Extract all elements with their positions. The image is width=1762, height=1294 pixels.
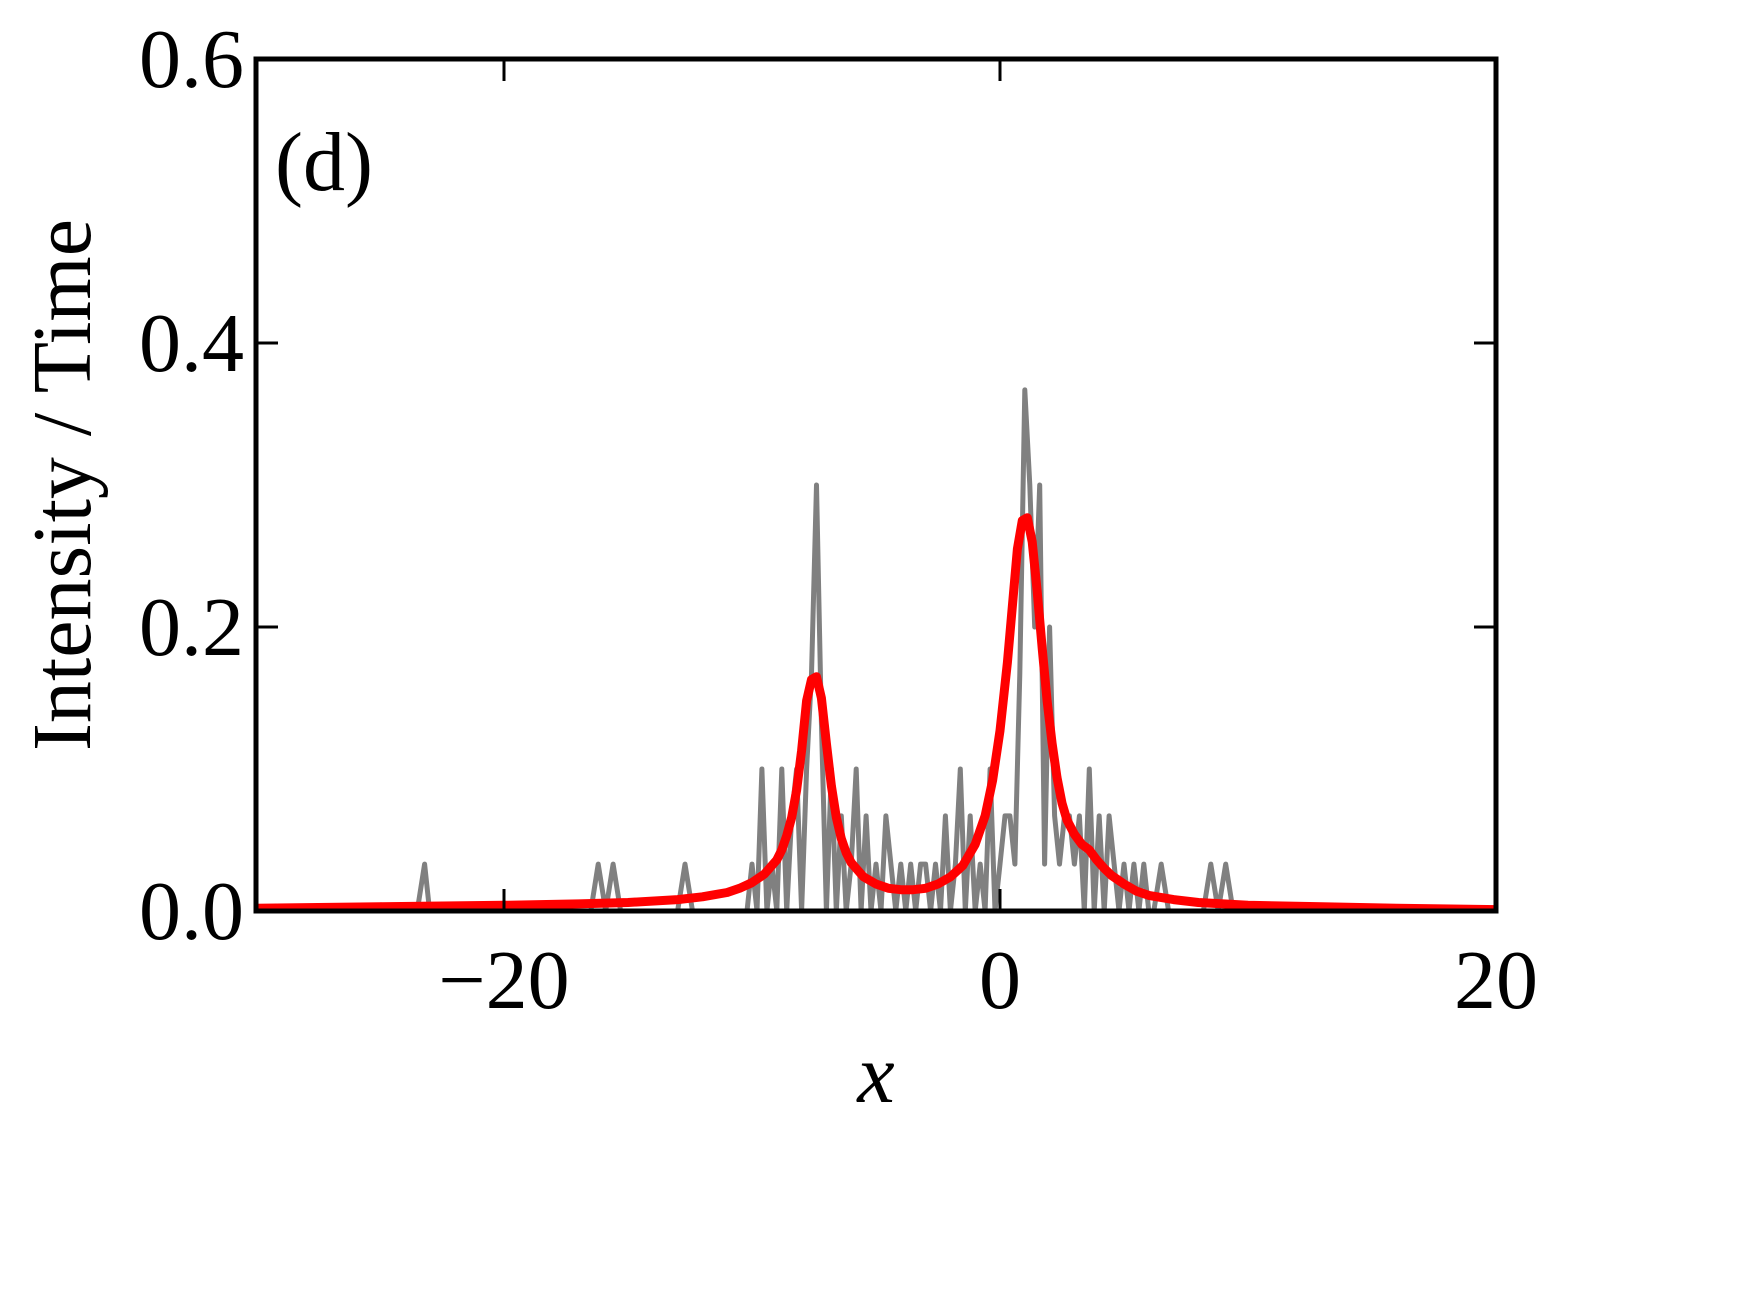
series-line-gray bbox=[256, 387, 1496, 911]
y-tick-label: 0.2 bbox=[139, 581, 244, 674]
series-line-red bbox=[256, 513, 1496, 911]
x-axis-label: x bbox=[855, 1028, 894, 1121]
x-tick-label: 20 bbox=[1454, 934, 1538, 1027]
y-tick-label: 0.6 bbox=[139, 13, 244, 106]
panel-label: (d) bbox=[275, 116, 373, 209]
y-tick-label: 0.0 bbox=[139, 865, 244, 958]
y-axis-label: Intensity / Time bbox=[16, 219, 109, 751]
plot-frame bbox=[253, 56, 1499, 914]
x-tick-label: −20 bbox=[438, 934, 569, 1027]
y-tick-label: 0.4 bbox=[139, 297, 244, 390]
ticks-layer: −20 0 20 0.0 0.2 0.4 0.6 bbox=[139, 13, 1538, 1027]
x-tick-label: 0 bbox=[979, 934, 1021, 1027]
series-layer bbox=[256, 387, 1496, 911]
